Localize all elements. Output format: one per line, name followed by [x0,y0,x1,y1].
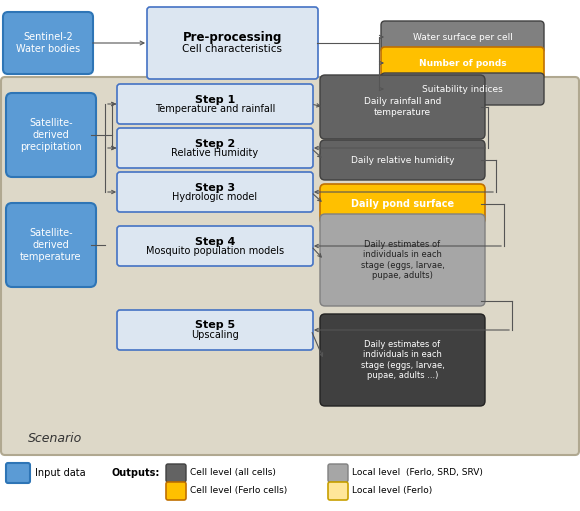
FancyBboxPatch shape [6,203,96,287]
Text: Step 1: Step 1 [195,95,235,105]
Text: Satellite-
derived
precipitation: Satellite- derived precipitation [20,119,82,152]
Text: Cell level (all cells): Cell level (all cells) [190,469,276,477]
Text: Input data: Input data [35,468,86,478]
FancyBboxPatch shape [117,310,313,350]
Text: Scenario: Scenario [28,432,82,446]
Text: Relative Humidity: Relative Humidity [172,148,259,157]
Text: Hydrologic model: Hydrologic model [172,192,258,201]
Text: Temperature and rainfall: Temperature and rainfall [155,104,275,113]
Text: Daily pond surface: Daily pond surface [351,199,454,209]
Text: Water surface per cell: Water surface per cell [412,33,513,41]
Text: Upscaling: Upscaling [191,330,239,339]
FancyBboxPatch shape [381,47,544,79]
Text: Suitability indices: Suitability indices [422,84,503,94]
Text: Satellite-
derived
temperature: Satellite- derived temperature [20,228,82,262]
Text: Sentinel-2
Water bodies: Sentinel-2 Water bodies [16,32,80,54]
FancyBboxPatch shape [320,140,485,180]
FancyBboxPatch shape [3,12,93,74]
FancyBboxPatch shape [166,464,186,482]
FancyBboxPatch shape [117,172,313,212]
FancyBboxPatch shape [320,314,485,406]
FancyBboxPatch shape [117,84,313,124]
Text: Step 4: Step 4 [195,237,235,246]
FancyBboxPatch shape [147,7,318,79]
Text: Step 2: Step 2 [195,138,235,149]
FancyBboxPatch shape [117,128,313,168]
Text: Number of ponds: Number of ponds [419,58,506,67]
FancyBboxPatch shape [320,75,485,139]
Text: Pre-processing: Pre-processing [183,31,282,44]
FancyBboxPatch shape [166,482,186,500]
FancyBboxPatch shape [320,184,485,224]
FancyBboxPatch shape [117,226,313,266]
Text: Cell level (Ferlo cells): Cell level (Ferlo cells) [190,486,287,496]
FancyBboxPatch shape [381,21,544,53]
FancyBboxPatch shape [6,93,96,177]
Text: Daily rainfall and
temperature: Daily rainfall and temperature [364,97,441,117]
FancyBboxPatch shape [328,482,348,500]
FancyBboxPatch shape [320,214,485,306]
Text: Step 5: Step 5 [195,320,235,331]
Text: Daily relative humidity: Daily relative humidity [351,155,454,165]
Text: Daily estimates of
individuals in each
stage (eggs, larvae,
pupae, adults): Daily estimates of individuals in each s… [361,240,444,280]
Text: Daily estimates of
individuals in each
stage (eggs, larvae,
pupae, adults ...): Daily estimates of individuals in each s… [361,340,444,380]
FancyBboxPatch shape [1,77,579,455]
Text: Cell characteristics: Cell characteristics [183,43,282,54]
FancyBboxPatch shape [6,463,30,483]
FancyBboxPatch shape [381,73,544,105]
FancyBboxPatch shape [328,464,348,482]
Text: Local level (Ferlo): Local level (Ferlo) [352,486,432,496]
Text: Mosquito population models: Mosquito population models [146,245,284,256]
Text: Local level  (Ferlo, SRD, SRV): Local level (Ferlo, SRD, SRV) [352,469,483,477]
Text: Step 3: Step 3 [195,182,235,193]
Text: Outputs:: Outputs: [112,468,161,478]
